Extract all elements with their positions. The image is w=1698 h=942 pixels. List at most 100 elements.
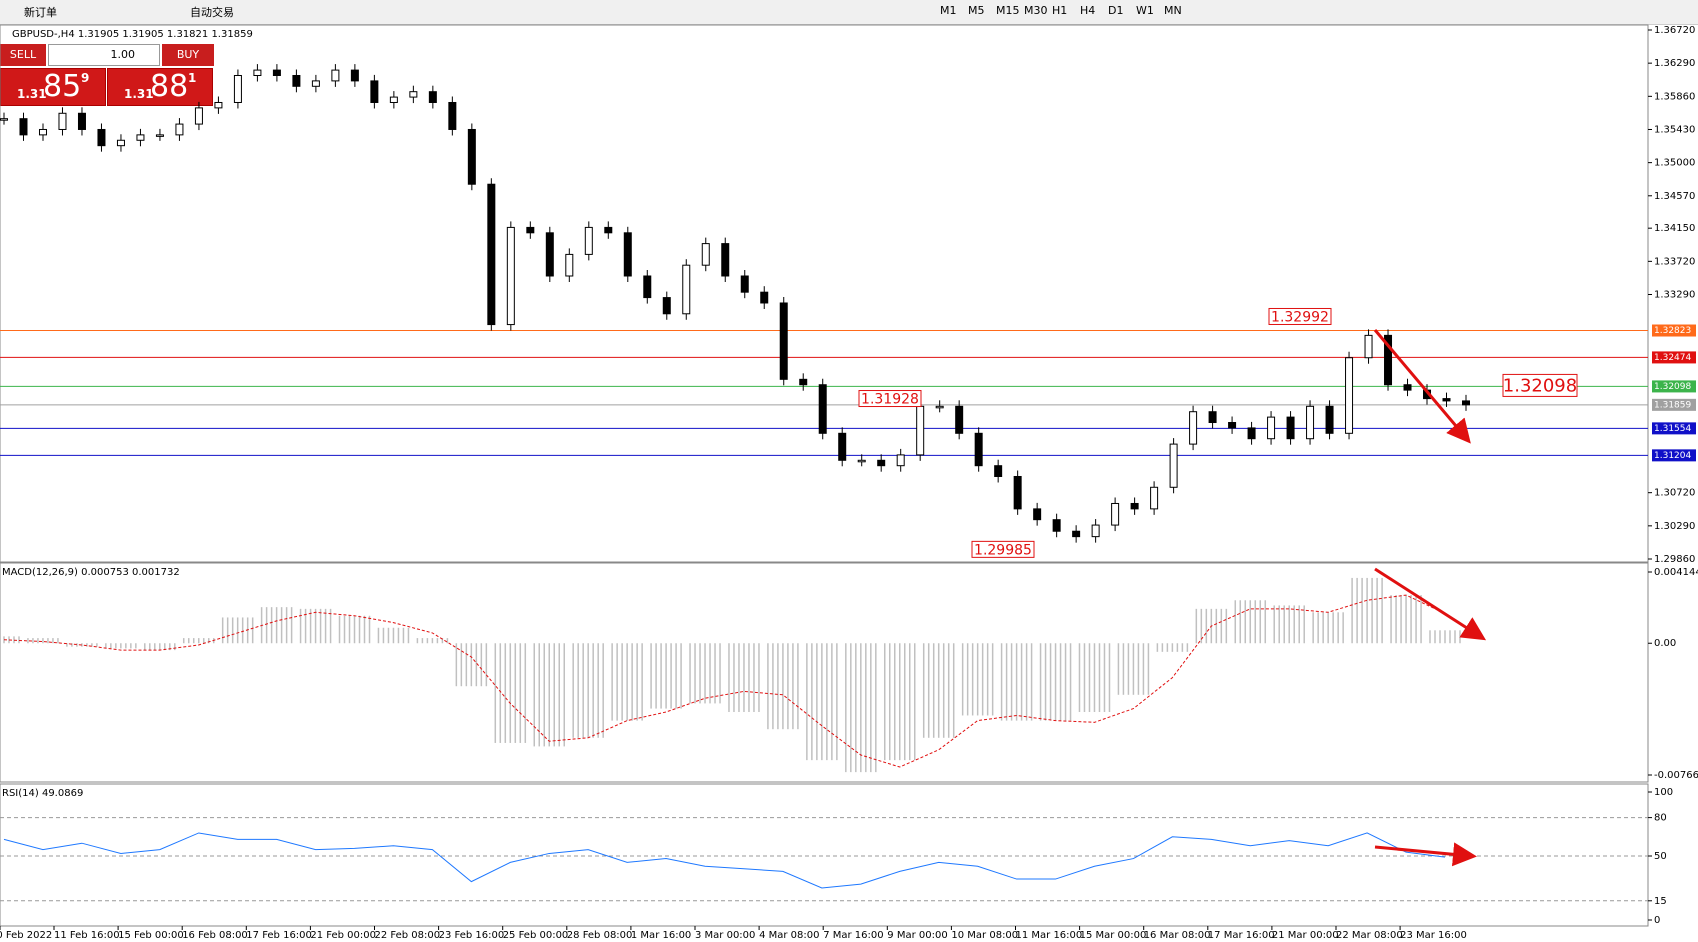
macd-title: MACD(12,26,9) 0.000753 0.001732 <box>2 567 180 578</box>
candle <box>331 69 340 82</box>
y-tick-label: 1.29860 <box>1654 554 1695 565</box>
drawing-layer: 1.36720 1.36290 1.35860 1.35430 1.35000 1.345… <box>0 25 1698 941</box>
x-tick-label: 28 Feb 08:00 <box>567 930 633 941</box>
price-small: 9 <box>81 71 90 85</box>
candle <box>77 112 86 130</box>
price-big: 1.31 <box>124 87 154 101</box>
trade-panel: SELL 1.00 BUY 1.31 85 9 1.31 88 1 <box>0 44 216 106</box>
x-tick-label: 16 Feb 08:00 <box>182 930 248 941</box>
price-level-label: 1.31859 <box>1654 400 1691 410</box>
auto-trading-button[interactable]: 自动交易 <box>190 6 234 19</box>
timeframe-button[interactable]: H4 <box>1080 4 1096 17</box>
chart-header: GBPUSD-,H4 1.31905 1.31905 1.31821 1.318… <box>12 29 253 40</box>
price-annotation: 1.29985 <box>974 542 1032 558</box>
candle <box>604 226 613 234</box>
price-level-label: 1.32098 <box>1654 382 1691 392</box>
price-level-label: 1.32823 <box>1654 326 1691 336</box>
rsi-title: RSI(14) 49.0869 <box>2 788 83 799</box>
candle <box>1208 411 1217 424</box>
candle <box>1072 530 1081 538</box>
candle <box>116 139 125 147</box>
macd-signal <box>3 594 1446 768</box>
x-tick-label: 10 Feb 2022 <box>0 930 52 941</box>
candle <box>526 226 535 234</box>
candle <box>1364 334 1373 359</box>
candle <box>1150 486 1159 510</box>
timeframe-button[interactable]: M1 <box>940 4 957 17</box>
candle <box>857 459 866 463</box>
x-tick-label: 11 Mar 16:00 <box>1016 930 1083 941</box>
y-tick-label: 1.34570 <box>1654 191 1695 202</box>
candle <box>877 459 886 467</box>
timeframe-button[interactable]: M5 <box>968 4 985 17</box>
price-annotation-box <box>858 390 922 408</box>
x-tick-label: 7 Mar 16:00 <box>823 930 883 941</box>
candle <box>233 74 242 103</box>
y-tick-label: 80 <box>1654 813 1667 824</box>
candle <box>682 264 691 315</box>
candle <box>253 69 262 76</box>
y-tick-label: 1.35860 <box>1654 91 1695 102</box>
y-tick-label: 1.36290 <box>1654 58 1695 69</box>
x-tick-label: 11 Feb 16:00 <box>54 930 120 941</box>
x-tick-label: 3 Mar 00:00 <box>695 930 755 941</box>
y-tick-label: 1.33720 <box>1654 256 1695 267</box>
x-tick-label: 22 Mar 08:00 <box>1336 930 1403 941</box>
candle <box>1267 416 1276 440</box>
sell-button[interactable]: SELL <box>0 44 46 66</box>
candle <box>896 454 905 467</box>
timeframe-button[interactable]: MN <box>1164 4 1182 17</box>
candle <box>0 118 8 121</box>
price-level-label: 1.32474 <box>1654 353 1691 363</box>
main-pane <box>0 24 1649 563</box>
rsi-pane <box>0 783 1649 927</box>
candle <box>1091 524 1100 538</box>
x-tick-label: 1 Mar 16:00 <box>631 930 691 941</box>
timeframe-button[interactable]: W1 <box>1136 4 1154 17</box>
candle <box>370 80 379 103</box>
buy-button[interactable]: BUY <box>162 44 214 66</box>
candle <box>1286 416 1295 440</box>
y-tick-label: 1.34150 <box>1654 223 1695 234</box>
candle <box>721 243 730 277</box>
price-annotation-box <box>1268 307 1332 325</box>
candle <box>1130 502 1139 510</box>
x-tick-label: 17 Mar 16:00 <box>1208 930 1275 941</box>
rsi-line <box>3 832 1446 889</box>
x-tick-label: 23 Mar 16:00 <box>1400 930 1467 941</box>
candle <box>818 384 827 434</box>
price-annotation-box <box>971 540 1035 558</box>
candle <box>136 134 145 141</box>
candle <box>1462 400 1470 406</box>
price-level-tag <box>1652 422 1696 435</box>
new-order-button[interactable]: 新订单 <box>24 6 57 19</box>
price-annotation: 1.32992 <box>1271 309 1329 325</box>
lot-input[interactable]: 1.00 <box>48 44 160 66</box>
y-tick-label: -0.007664 <box>1654 770 1698 781</box>
price-small: 1 <box>188 71 197 85</box>
candle <box>799 378 808 386</box>
y-tick-label: 1.35000 <box>1654 158 1695 169</box>
y-tick-label: 1.35430 <box>1654 124 1695 135</box>
candle <box>272 69 281 76</box>
candle <box>311 80 320 87</box>
price-level-tag <box>1652 324 1696 337</box>
candle <box>175 123 184 136</box>
candle <box>1228 422 1237 429</box>
timeframe-button[interactable]: M15 <box>996 4 1020 17</box>
candle <box>916 405 925 456</box>
price-level-label: 1.31204 <box>1654 451 1691 461</box>
candle <box>1013 475 1022 510</box>
candle <box>487 183 496 326</box>
y-tick-label: 1.30720 <box>1654 488 1695 499</box>
candle <box>838 432 847 461</box>
timeframe-button[interactable]: H1 <box>1052 4 1068 17</box>
price-annotation-box <box>1502 373 1578 397</box>
buy-price[interactable]: 1.31 88 1 <box>107 68 213 106</box>
timeframe-button[interactable]: M30 <box>1024 4 1048 17</box>
candle <box>1247 427 1256 440</box>
timeframe-button[interactable]: D1 <box>1108 4 1124 17</box>
x-tick-label: 23 Feb 16:00 <box>439 930 505 941</box>
toolbar: 新订单 自动交易 M1 M5 M15 M30 H1 H4 D1 W1 MN <box>0 0 1698 25</box>
